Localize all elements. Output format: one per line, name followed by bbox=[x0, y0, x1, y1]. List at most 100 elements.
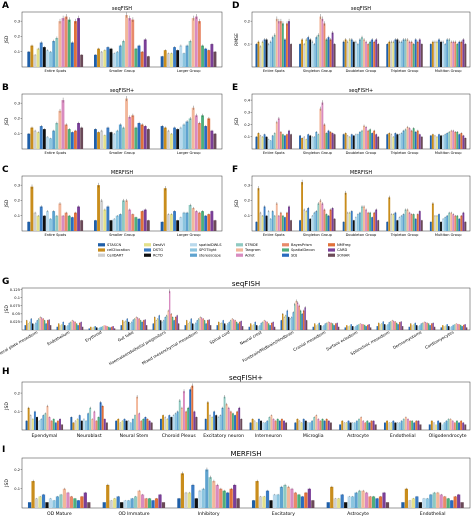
bar-i bbox=[307, 488, 311, 508]
bar-f bbox=[438, 214, 440, 231]
bar-g bbox=[350, 324, 352, 330]
bar-d bbox=[342, 41, 345, 67]
bar-e bbox=[319, 108, 322, 149]
bar-h bbox=[213, 411, 216, 430]
bar-g bbox=[382, 321, 384, 330]
bar-f bbox=[317, 203, 320, 231]
bar-f bbox=[398, 217, 401, 231]
bar-f bbox=[462, 212, 465, 231]
bar-i bbox=[45, 502, 49, 508]
bar-c bbox=[176, 220, 180, 231]
bar-h bbox=[327, 420, 330, 430]
bar-i bbox=[368, 496, 372, 508]
bar-h bbox=[419, 424, 422, 430]
bar-e bbox=[398, 134, 401, 149]
bar-g bbox=[292, 312, 294, 330]
bar-g bbox=[248, 326, 250, 330]
bar-g bbox=[445, 325, 447, 330]
panel-title-d: seqFISH bbox=[351, 6, 371, 12]
bar-h bbox=[76, 418, 79, 430]
bar-i bbox=[358, 490, 362, 508]
bar-d bbox=[346, 41, 349, 67]
bar-c bbox=[33, 212, 37, 231]
bar-h bbox=[437, 420, 440, 430]
bar-e bbox=[452, 130, 455, 149]
bar-h bbox=[56, 420, 59, 430]
bar-f bbox=[303, 209, 306, 231]
bar-g bbox=[314, 323, 316, 330]
bar-g bbox=[464, 324, 466, 330]
bar-g bbox=[221, 322, 223, 330]
bar-d bbox=[327, 37, 330, 67]
bar-g bbox=[349, 325, 351, 330]
bar-f bbox=[315, 211, 318, 231]
bar-g bbox=[419, 325, 421, 330]
bar-h bbox=[251, 418, 254, 430]
bar-c bbox=[166, 214, 170, 231]
bar-b bbox=[74, 130, 77, 149]
bar-d bbox=[275, 18, 278, 67]
bar-h bbox=[52, 418, 55, 430]
x-tick-label-b: Entire Spots bbox=[44, 151, 66, 155]
bar-g bbox=[189, 321, 191, 330]
bar-d bbox=[311, 41, 314, 67]
bar-g bbox=[120, 325, 122, 330]
bar-c bbox=[185, 212, 189, 231]
bar-b bbox=[122, 127, 125, 149]
bar-a bbox=[131, 19, 135, 67]
bar-d bbox=[431, 41, 434, 67]
bar-d bbox=[273, 34, 276, 67]
y-tick-label-h: 0.1 bbox=[14, 410, 20, 414]
bar-a bbox=[74, 21, 77, 68]
bar-g bbox=[67, 325, 69, 330]
bar-f bbox=[352, 220, 355, 231]
bar-g bbox=[321, 326, 323, 330]
bar-g bbox=[91, 327, 93, 330]
bar-d bbox=[390, 41, 393, 67]
bar-h bbox=[215, 415, 218, 430]
bar-g bbox=[384, 324, 386, 330]
bar-h bbox=[309, 422, 311, 430]
bar-c bbox=[39, 206, 43, 231]
bar-g bbox=[203, 320, 206, 330]
bar-b bbox=[64, 124, 68, 149]
bar-d bbox=[315, 37, 318, 67]
bar-a bbox=[42, 47, 46, 67]
bar-g bbox=[161, 321, 163, 330]
bar-a bbox=[201, 45, 204, 67]
bar-h bbox=[323, 420, 326, 430]
bar-h bbox=[142, 418, 145, 430]
bar-g bbox=[70, 321, 72, 330]
bar-h bbox=[227, 407, 230, 430]
bar-i bbox=[258, 496, 263, 508]
bar-a bbox=[77, 18, 80, 67]
bar-f bbox=[418, 211, 421, 231]
bar-i bbox=[354, 492, 358, 508]
bar-g bbox=[123, 321, 125, 330]
bar-e bbox=[299, 135, 301, 149]
bar-h bbox=[162, 415, 164, 430]
bar-h bbox=[182, 391, 185, 430]
bar-g bbox=[289, 318, 291, 330]
bar-b bbox=[128, 116, 132, 149]
bar-i bbox=[272, 494, 277, 508]
bar-g bbox=[138, 318, 140, 330]
bar-a bbox=[146, 56, 150, 67]
bar-c bbox=[128, 209, 132, 231]
bar-h bbox=[44, 413, 47, 430]
bar-g bbox=[299, 310, 302, 330]
bar-i bbox=[137, 490, 141, 508]
bar-d bbox=[356, 44, 359, 67]
bar-g bbox=[272, 321, 274, 330]
bar-g bbox=[333, 325, 335, 330]
bar-h bbox=[343, 422, 346, 430]
bar-i bbox=[134, 496, 138, 508]
bar-e bbox=[286, 134, 288, 149]
bar-g bbox=[427, 323, 430, 330]
bar-d bbox=[460, 41, 463, 67]
bar-d bbox=[442, 41, 444, 67]
bar-e bbox=[388, 133, 391, 149]
bar-g bbox=[103, 325, 105, 330]
bar-f bbox=[327, 215, 330, 231]
bar-i bbox=[87, 502, 91, 508]
